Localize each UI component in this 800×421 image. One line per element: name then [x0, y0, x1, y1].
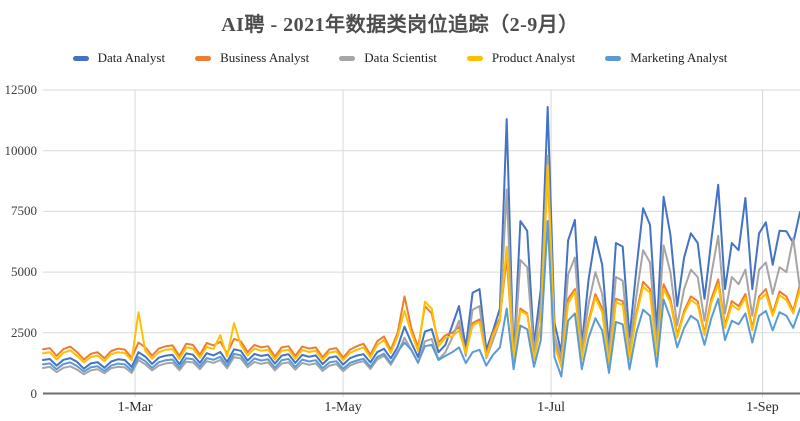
series-line-business-analyst — [42, 169, 800, 366]
y-axis-tick-label: 12500 — [4, 82, 38, 97]
legend-item-marketing-analyst: Marketing Analyst — [605, 50, 727, 66]
series-line-product-analyst — [42, 164, 800, 368]
chart-title: AI聘 - 2021年数据类岗位追踪（2-9月） — [221, 14, 579, 36]
legend-label: Product Analyst — [491, 50, 576, 65]
x-axis-tick-label: 1-Sep — [746, 399, 779, 415]
series-line-marketing-analyst — [42, 220, 800, 378]
legend-item-business-analyst: Business Analyst — [195, 50, 309, 66]
legend-label: Data Scientist — [364, 50, 437, 65]
y-axis-tick-label: 7500 — [11, 203, 37, 219]
legend-label: Data Analyst — [97, 50, 166, 65]
legend-item-data-analyst: Data Analyst — [72, 50, 166, 66]
series-line-data-analyst — [42, 106, 800, 370]
chart-legend: Data Analyst Business Analyst Data Scienti… — [0, 50, 800, 66]
legend-swatch-icon — [195, 55, 212, 61]
x-axis-tick-label: 1-May — [324, 399, 362, 415]
legend-swatch-icon — [466, 55, 483, 61]
x-axis-tick-label: 1-Mar — [117, 399, 153, 415]
y-axis-tick-label: 5000 — [11, 264, 37, 280]
legend-swatch-icon — [72, 55, 89, 61]
legend-label: Business Analyst — [220, 50, 310, 65]
y-axis-tick-label: 0 — [30, 385, 38, 401]
legend-swatch-icon — [339, 55, 356, 61]
legend-item-product-analyst: Product Analyst — [466, 50, 576, 66]
y-axis-tick-label: 10000 — [4, 142, 38, 158]
legend-swatch-icon — [605, 55, 622, 61]
y-axis-tick-label: 2500 — [11, 324, 37, 340]
x-axis-tick-label: 1-Jul — [537, 399, 566, 415]
legend-item-data-scientist: Data Scientist — [339, 50, 437, 66]
legend-label: Marketing Analyst — [630, 50, 728, 65]
